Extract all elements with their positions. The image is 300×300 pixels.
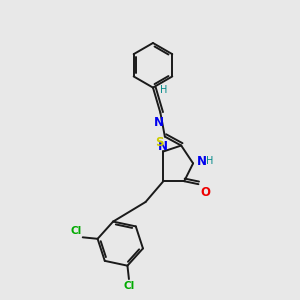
Text: H: H — [160, 85, 168, 95]
Text: H: H — [206, 156, 213, 166]
Text: N: N — [154, 116, 164, 129]
Text: N: N — [197, 155, 207, 168]
Text: S: S — [156, 136, 164, 148]
Text: O: O — [200, 186, 211, 199]
Text: Cl: Cl — [70, 226, 81, 236]
Text: Cl: Cl — [123, 280, 135, 290]
Text: N: N — [158, 140, 168, 153]
